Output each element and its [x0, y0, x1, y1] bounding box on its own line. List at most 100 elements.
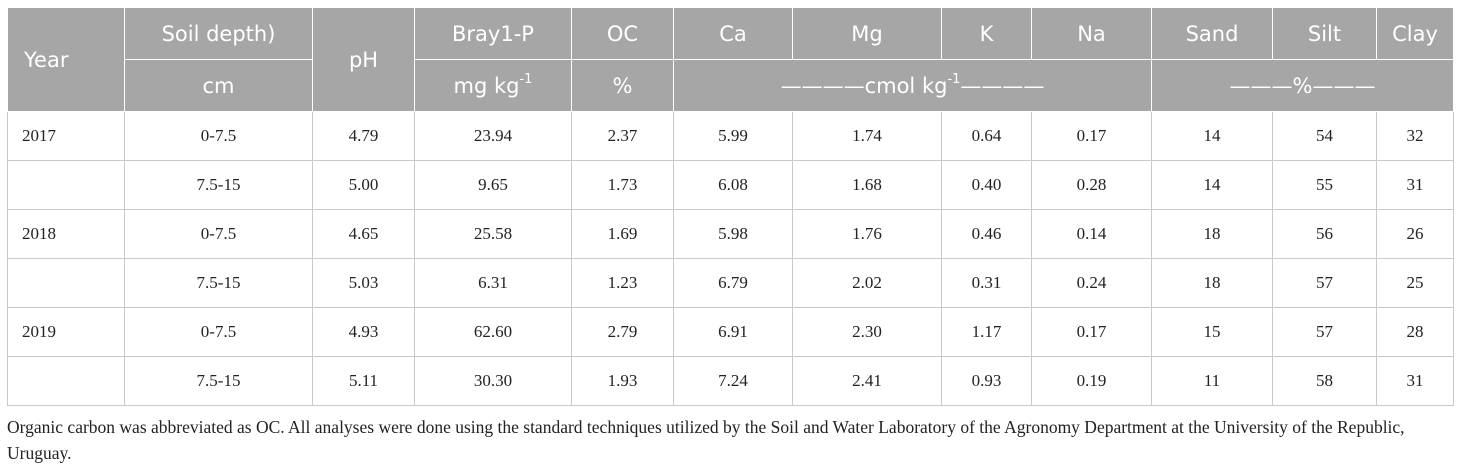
cell-mg: 2.41 [792, 356, 942, 406]
header-year: Year [7, 7, 125, 112]
cell-clay: 25 [1376, 258, 1454, 308]
cell-silt: 57 [1272, 307, 1377, 357]
cell-mg: 2.02 [792, 258, 942, 308]
table-row: 2019 0-7.5 4.93 62.60 2.79 6.91 2.30 1.1… [7, 307, 1454, 357]
cell-mg: 1.68 [792, 160, 942, 210]
soil-properties-table: Year Soil depth) pH Bray1-P OC Ca Mg K N… [7, 7, 1454, 406]
header-row-units: cm mg kg-1 % ————cmol kg-1———— ———%——— [8, 59, 1454, 112]
table-row: 2017 0-7.5 4.79 23.94 2.37 5.99 1.74 0.6… [7, 111, 1454, 161]
cell-ph: 5.11 [312, 356, 415, 406]
cell-year: 2018 [7, 209, 125, 259]
cell-depth: 7.5-15 [124, 160, 313, 210]
unit-cations-suffix: ———— [960, 73, 1045, 98]
cell-depth: 7.5-15 [124, 356, 313, 406]
cell-ph: 4.65 [312, 209, 415, 259]
header-bray1-p: Bray1-P [414, 7, 572, 60]
cell-oc: 1.93 [571, 356, 674, 406]
header-k: K [941, 7, 1032, 60]
cell-sand: 14 [1151, 160, 1273, 210]
cell-mg: 2.30 [792, 307, 942, 357]
header-mg: Mg [792, 7, 942, 60]
cell-bray: 9.65 [414, 160, 572, 210]
table-body: 2017 0-7.5 4.79 23.94 2.37 5.99 1.74 0.6… [7, 111, 1454, 406]
cell-ph: 4.79 [312, 111, 415, 161]
cell-silt: 58 [1272, 356, 1377, 406]
unit-cations: ————cmol kg-1———— [673, 59, 1152, 112]
unit-bray-text: mg kg [453, 73, 520, 98]
cell-bray: 30.30 [414, 356, 572, 406]
header-ph: pH [312, 7, 415, 112]
cell-oc: 1.73 [571, 160, 674, 210]
cell-mg: 1.74 [792, 111, 942, 161]
table-row: 2018 0-7.5 4.65 25.58 1.69 5.98 1.76 0.4… [7, 209, 1454, 259]
cell-ca: 6.91 [673, 307, 793, 357]
cell-k: 1.17 [941, 307, 1032, 357]
cell-mg: 1.76 [792, 209, 942, 259]
table-header: Year Soil depth) pH Bray1-P OC Ca Mg K N… [7, 7, 1454, 112]
cell-ca: 7.24 [673, 356, 793, 406]
unit-depth: cm [124, 59, 313, 112]
cell-clay: 28 [1376, 307, 1454, 357]
cell-ca: 5.99 [673, 111, 793, 161]
header-sand: Sand [1151, 7, 1273, 60]
unit-bray-exponent: -1 [519, 71, 533, 87]
cell-depth: 0-7.5 [124, 209, 313, 259]
cell-year: 2017 [7, 111, 125, 161]
table-footnote: Organic carbon was abbreviated as OC. Al… [7, 417, 1405, 463]
cell-bray: 23.94 [414, 111, 572, 161]
cell-k: 0.31 [941, 258, 1032, 308]
cell-bray: 62.60 [414, 307, 572, 357]
cell-oc: 2.79 [571, 307, 674, 357]
cell-depth: 0-7.5 [124, 111, 313, 161]
cell-year [7, 356, 125, 406]
cell-depth: 0-7.5 [124, 307, 313, 357]
cell-ca: 5.98 [673, 209, 793, 259]
unit-bray1-p: mg kg-1 [414, 59, 572, 112]
header-ca: Ca [673, 7, 793, 60]
cell-oc: 1.23 [571, 258, 674, 308]
unit-oc: % [571, 59, 674, 112]
table-row: 7.5-15 5.00 9.65 1.73 6.08 1.68 0.40 0.2… [7, 160, 1454, 210]
header-soil-depth: Soil depth) [124, 7, 313, 60]
cell-ph: 5.03 [312, 258, 415, 308]
header-oc: OC [571, 7, 674, 60]
cell-sand: 18 [1151, 258, 1273, 308]
header-row-labels: Year Soil depth) pH Bray1-P OC Ca Mg K N… [7, 7, 1454, 112]
cell-ca: 6.08 [673, 160, 793, 210]
cell-na: 0.17 [1031, 111, 1152, 161]
cell-clay: 31 [1376, 160, 1454, 210]
cell-clay: 31 [1376, 356, 1454, 406]
header-clay: Clay [1376, 7, 1454, 60]
cell-sand: 14 [1151, 111, 1273, 161]
cell-sand: 18 [1151, 209, 1273, 259]
cell-na: 0.19 [1031, 356, 1152, 406]
cell-sand: 11 [1151, 356, 1273, 406]
cell-bray: 25.58 [414, 209, 572, 259]
header-na: Na [1031, 7, 1152, 60]
cell-silt: 54 [1272, 111, 1377, 161]
cell-year [7, 258, 125, 308]
unit-texture: ———%——— [1151, 59, 1454, 112]
cell-sand: 15 [1151, 307, 1273, 357]
cell-na: 0.24 [1031, 258, 1152, 308]
cell-k: 0.46 [941, 209, 1032, 259]
cell-year [7, 160, 125, 210]
cell-bray: 6.31 [414, 258, 572, 308]
cell-k: 0.93 [941, 356, 1032, 406]
table-row: 7.5-15 5.11 30.30 1.93 7.24 2.41 0.93 0.… [7, 356, 1454, 406]
cell-oc: 1.69 [571, 209, 674, 259]
cell-na: 0.28 [1031, 160, 1152, 210]
unit-cations-exponent: -1 [947, 71, 961, 87]
cell-na: 0.17 [1031, 307, 1152, 357]
cell-ph: 5.00 [312, 160, 415, 210]
cell-oc: 2.37 [571, 111, 674, 161]
header-silt: Silt [1272, 7, 1377, 60]
cell-k: 0.40 [941, 160, 1032, 210]
table-row: 7.5-15 5.03 6.31 1.23 6.79 2.02 0.31 0.2… [7, 258, 1454, 308]
cell-silt: 56 [1272, 209, 1377, 259]
cell-depth: 7.5-15 [124, 258, 313, 308]
cell-na: 0.14 [1031, 209, 1152, 259]
cell-ph: 4.93 [312, 307, 415, 357]
cell-clay: 32 [1376, 111, 1454, 161]
cell-k: 0.64 [941, 111, 1032, 161]
